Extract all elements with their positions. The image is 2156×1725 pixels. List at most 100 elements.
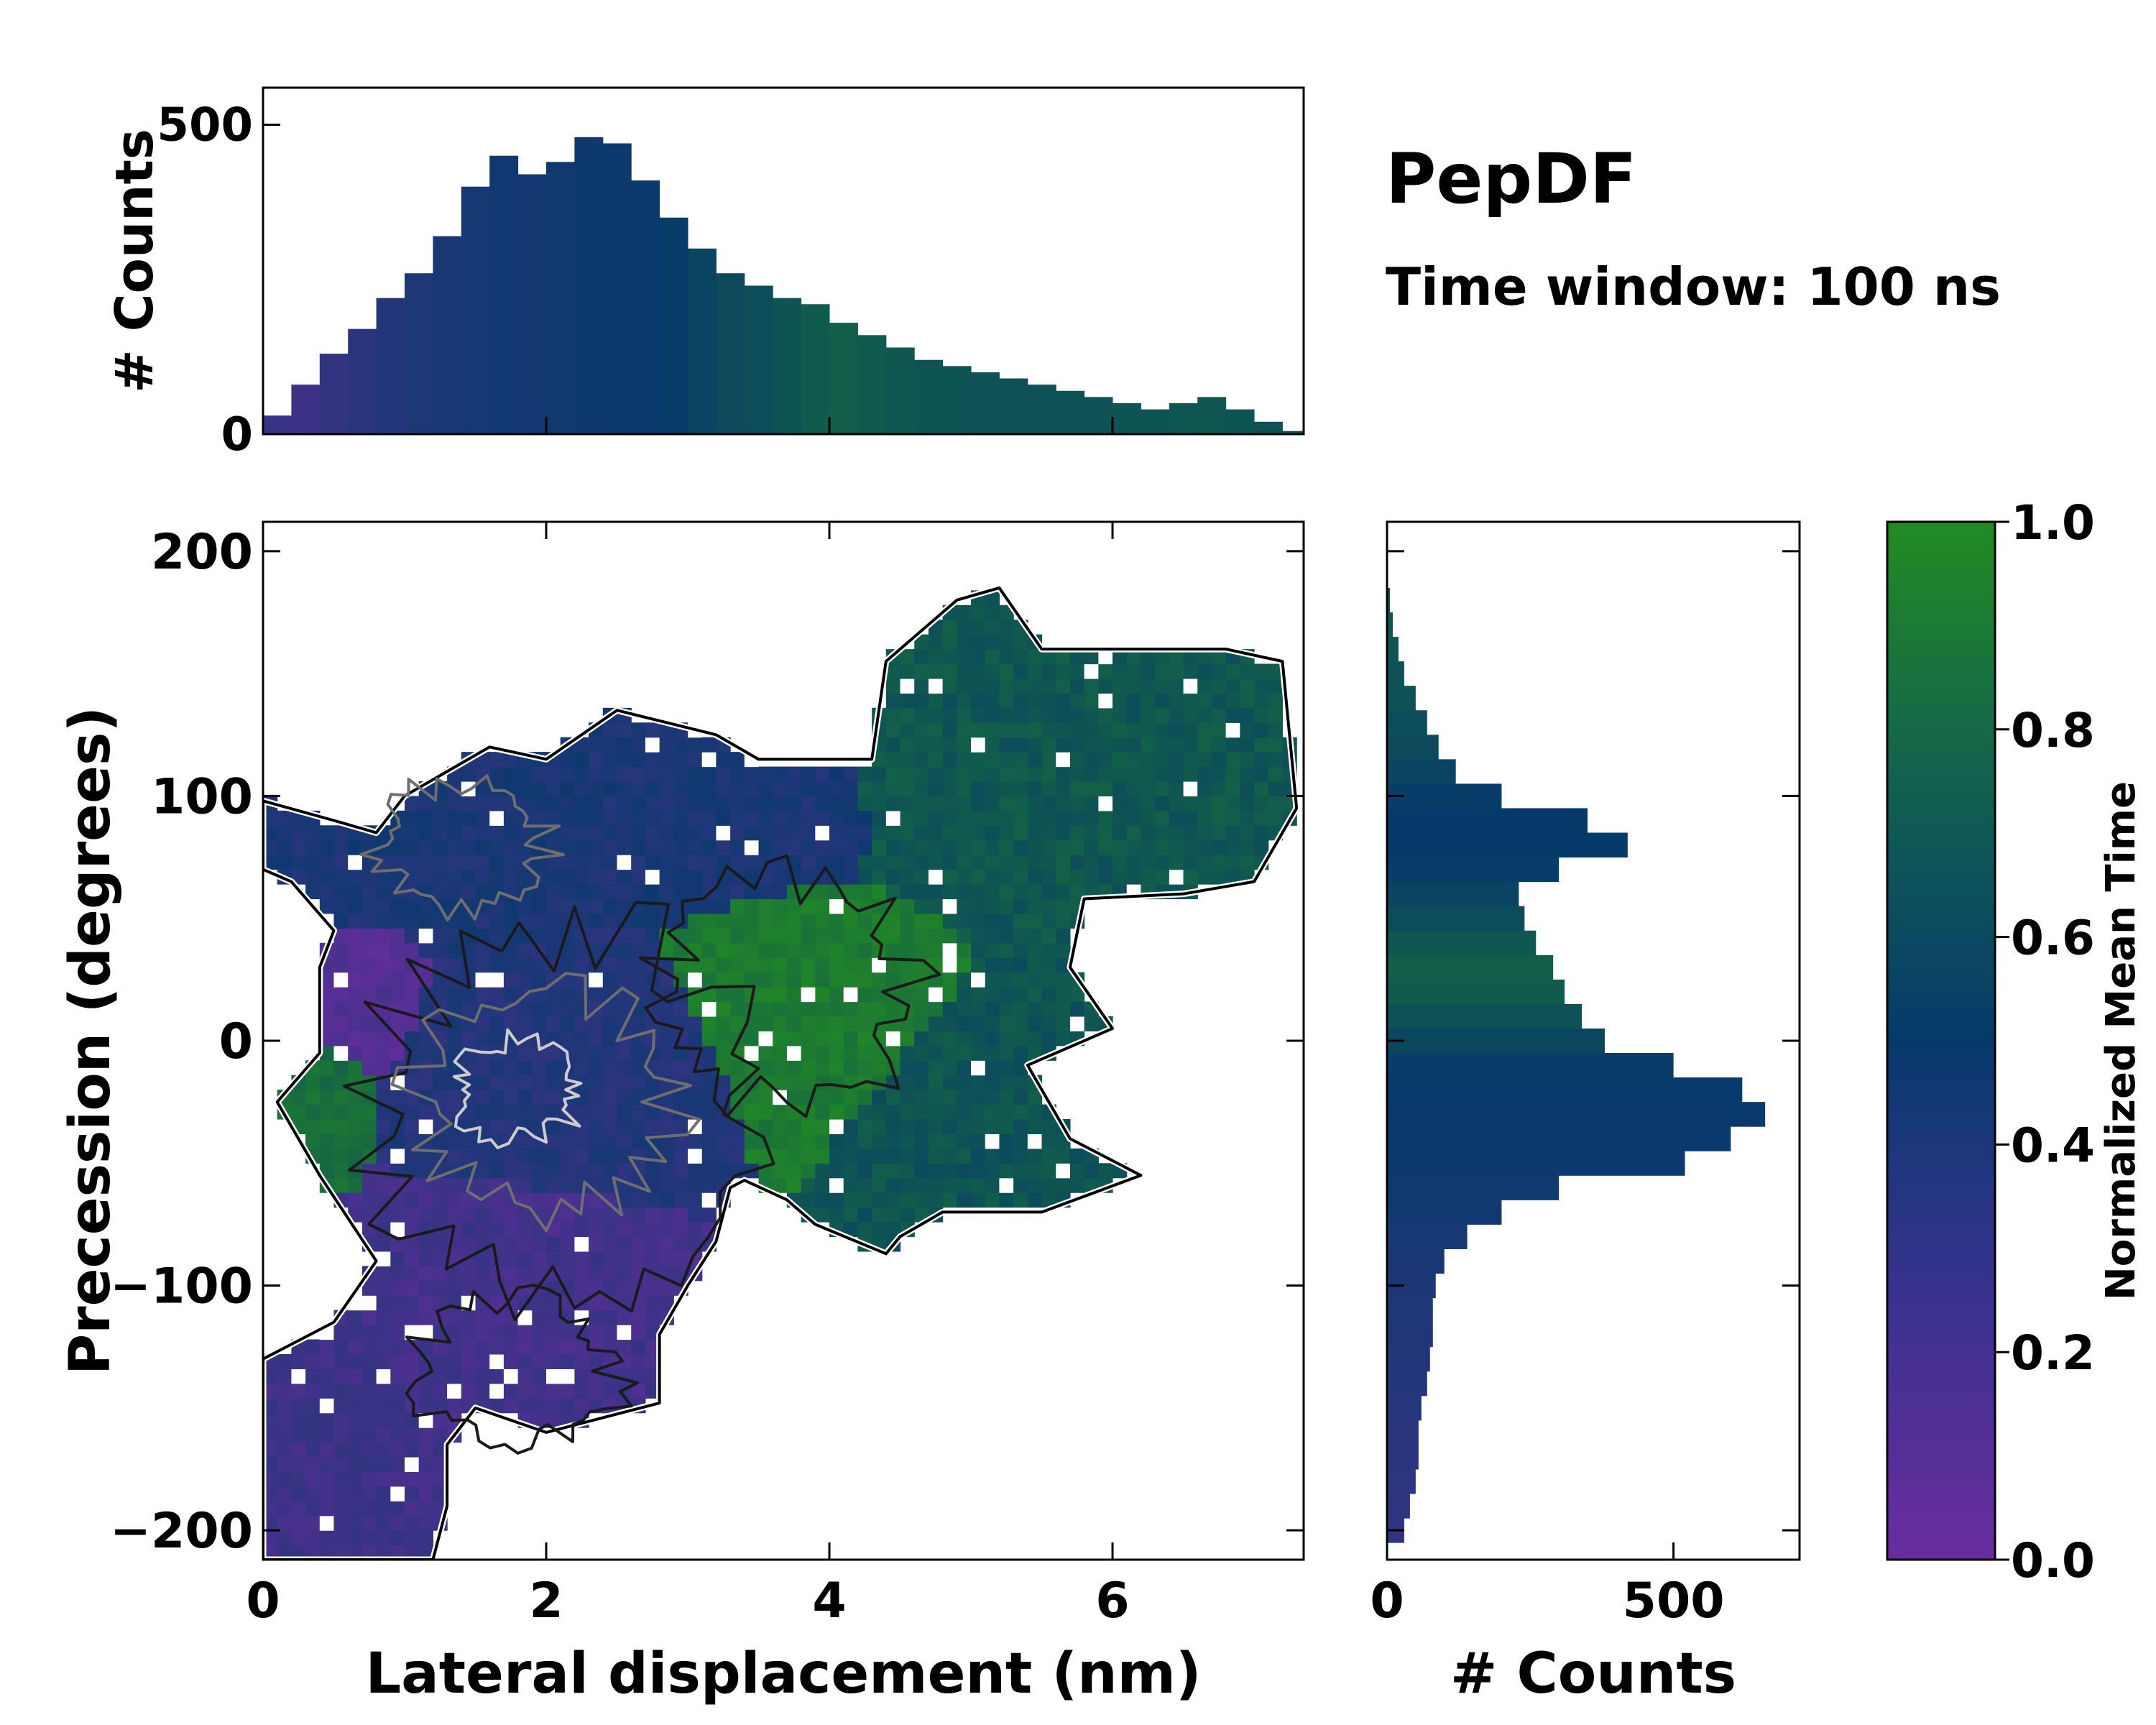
heatmap-cell xyxy=(716,1031,731,1046)
heatmap-cell xyxy=(829,1001,844,1017)
heatmap-cell xyxy=(617,766,632,782)
heatmap-cell xyxy=(1069,693,1085,709)
heatmap-cell xyxy=(801,1060,816,1076)
heatmap-cell xyxy=(1069,1163,1085,1179)
heatmap-cell xyxy=(574,752,589,768)
heatmap-cell xyxy=(1056,898,1071,914)
heatmap-cell xyxy=(503,1192,519,1208)
colorbar-tick-label: 0.2 xyxy=(2011,1325,2095,1381)
heatmap-cell xyxy=(475,1222,490,1238)
heatmap-cell xyxy=(1268,737,1284,753)
heatmap-cell xyxy=(914,869,929,885)
heatmap-cell xyxy=(843,1207,859,1223)
heatmap-cell xyxy=(461,1236,476,1252)
heatmap-cell xyxy=(361,1530,377,1546)
heatmap-cell xyxy=(773,1118,788,1135)
heatmap-cell xyxy=(418,1207,434,1223)
heatmap-cell xyxy=(659,1280,674,1296)
heatmap-cell xyxy=(546,1001,561,1017)
heatmap-cell xyxy=(361,898,377,914)
heatmap-cell xyxy=(560,1207,576,1223)
heatmap-cell xyxy=(730,972,745,988)
heatmap-cell xyxy=(390,1148,405,1164)
heatmap-cell xyxy=(942,620,957,635)
heatmap-cell xyxy=(631,1045,646,1061)
heatmap-cell xyxy=(517,1177,533,1193)
heatmap-cell xyxy=(361,1325,377,1340)
heatmap-cell xyxy=(914,884,929,900)
heatmap-cell xyxy=(1197,781,1212,797)
heatmap-cell xyxy=(263,810,278,826)
heatmap-cell xyxy=(1268,663,1284,679)
heatmap-cell xyxy=(348,1148,363,1164)
heatmap-cell xyxy=(673,1207,688,1223)
heatmap-cell xyxy=(688,855,703,870)
heatmap-cell xyxy=(560,869,576,885)
heatmap-cell xyxy=(390,1515,405,1531)
heatmap-cell xyxy=(361,1427,377,1443)
heatmap-cell xyxy=(716,796,731,811)
heatmap-cell xyxy=(786,898,802,914)
heatmap-cell xyxy=(589,1148,604,1164)
heatmap-cell xyxy=(942,722,957,738)
heatmap-cell xyxy=(503,1398,519,1414)
heatmap-cell xyxy=(744,957,760,973)
heatmap-cell xyxy=(942,1090,957,1105)
heatmap-cell xyxy=(361,1133,377,1149)
heatmap-cell xyxy=(1141,737,1156,753)
heatmap-cell xyxy=(744,810,760,826)
heatmap-cell xyxy=(1211,649,1227,665)
heatmap-cell xyxy=(461,1148,476,1164)
heatmap-cell xyxy=(489,1383,505,1399)
heatmap-cell xyxy=(489,1075,505,1090)
heatmap-cell xyxy=(263,1427,278,1443)
heatmap-cell xyxy=(1069,810,1085,826)
heatmap-cell xyxy=(503,1383,519,1399)
heatmap-cell xyxy=(985,840,1000,855)
heatmap-cell xyxy=(659,781,674,797)
heatmap-cell xyxy=(985,781,1000,797)
heatmap-cell xyxy=(1056,884,1071,900)
heatmap-cell xyxy=(532,796,547,811)
heatmap-cell xyxy=(1027,781,1043,797)
heatmap-cell xyxy=(1013,752,1028,768)
heatmap-cell xyxy=(1069,663,1085,679)
heatmap-cell xyxy=(1069,855,1085,870)
heatmap-cell xyxy=(277,1427,292,1443)
heatmap-cell xyxy=(1013,1192,1028,1208)
heatmap-cell xyxy=(673,1192,688,1208)
heatmap-cell xyxy=(701,913,717,929)
heatmap-cell xyxy=(475,1310,490,1325)
heatmap-cell xyxy=(602,972,618,988)
heatmap-cell xyxy=(405,898,420,914)
heatmap-cell xyxy=(829,957,844,973)
right-histogram-bar xyxy=(1387,1053,1674,1078)
heatmap-cell xyxy=(957,1016,972,1031)
heatmap-cell xyxy=(503,1251,519,1266)
heatmap-cell xyxy=(914,1192,929,1208)
heatmap-cell xyxy=(560,1266,576,1282)
heatmap-cell xyxy=(829,1118,844,1135)
heatmap-cell xyxy=(348,869,363,885)
heatmap-cell xyxy=(999,855,1014,870)
heatmap-cell xyxy=(1126,663,1142,679)
heatmap-cell xyxy=(418,1442,434,1458)
heatmap-cell xyxy=(617,752,632,768)
heatmap-cell xyxy=(701,1148,717,1164)
heatmap-cell xyxy=(957,620,972,635)
heatmap-cell xyxy=(716,987,731,1003)
heatmap-cell xyxy=(999,766,1014,782)
heatmap-cell xyxy=(617,1118,632,1135)
heatmap-cell xyxy=(376,987,391,1003)
heatmap-cell xyxy=(1027,855,1043,870)
heatmap-cell xyxy=(900,884,915,900)
heatmap-cell xyxy=(517,1280,533,1296)
heatmap-cell xyxy=(815,1118,830,1135)
heatmap-cell xyxy=(659,1295,674,1311)
heatmap-cell xyxy=(758,987,773,1003)
heatmap-cell xyxy=(602,796,618,811)
heatmap-cell xyxy=(971,722,986,738)
heatmap-cell xyxy=(985,1163,1000,1179)
heatmap-cell xyxy=(461,766,476,782)
heatmap-cell xyxy=(786,1148,802,1164)
